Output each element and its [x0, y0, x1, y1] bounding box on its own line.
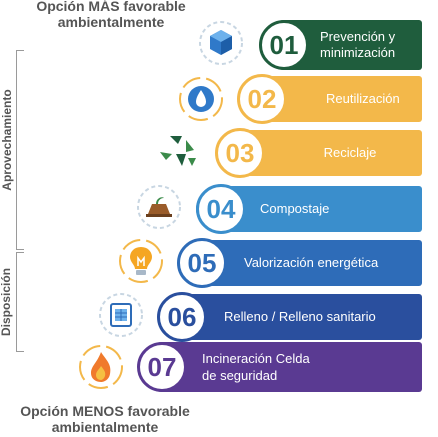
step-label-01-line1: Prevención y: [320, 29, 396, 44]
fire-icon: [78, 344, 124, 390]
step-number-04: 04: [206, 193, 236, 224]
bracket-aprovechamiento: [16, 50, 24, 250]
compost-icon: [136, 184, 182, 230]
step-label-07-line2: de seguridad: [202, 368, 278, 383]
step-label-07-line1: Incineración Celda: [202, 351, 310, 366]
step-badge-04: 04: [196, 184, 246, 234]
step-label-01-line2: minimización: [320, 45, 396, 60]
side-label-aprovechamiento: Aprovechamiento: [0, 89, 14, 191]
step-badge-06: 06: [157, 292, 207, 342]
step-number-02: 02: [247, 83, 277, 114]
step-bar-06: Relleno / Relleno sanitario: [158, 294, 422, 340]
step-badge-07: 07: [137, 342, 187, 392]
step-badge-03: 03: [215, 128, 265, 178]
top-caption: Opción MÁS favorable ambientalmente: [36, 0, 186, 30]
cube-icon: [198, 20, 244, 66]
step-number-06: 06: [167, 301, 197, 332]
bottom-caption: Opción MENOS favorable ambientalmente: [20, 403, 190, 435]
recycle-icon: [156, 128, 202, 174]
step-number-05: 05: [187, 247, 217, 278]
step-label-05: Valorización energética: [244, 255, 379, 270]
step-number-01: 01: [269, 29, 299, 60]
step-label-06: Relleno / Relleno sanitario: [224, 309, 376, 324]
side-label-disposicion: Disposición: [0, 268, 13, 337]
step-badge-05: 05: [177, 238, 227, 288]
step-label-04: Compostaje: [260, 201, 330, 216]
step-number-07: 07: [147, 351, 177, 382]
step-badge-02: 02: [237, 74, 287, 124]
step-label-02: Reutilización: [326, 91, 400, 106]
landfill-icon: [98, 292, 144, 338]
lightbulb-icon: [118, 238, 164, 284]
water-drop-icon: [178, 76, 224, 122]
step-number-03: 03: [225, 137, 255, 168]
bracket-disposicion: [16, 252, 24, 352]
step-label-03: Reciclaje: [323, 145, 377, 160]
step-badge-01: 01: [259, 20, 309, 70]
